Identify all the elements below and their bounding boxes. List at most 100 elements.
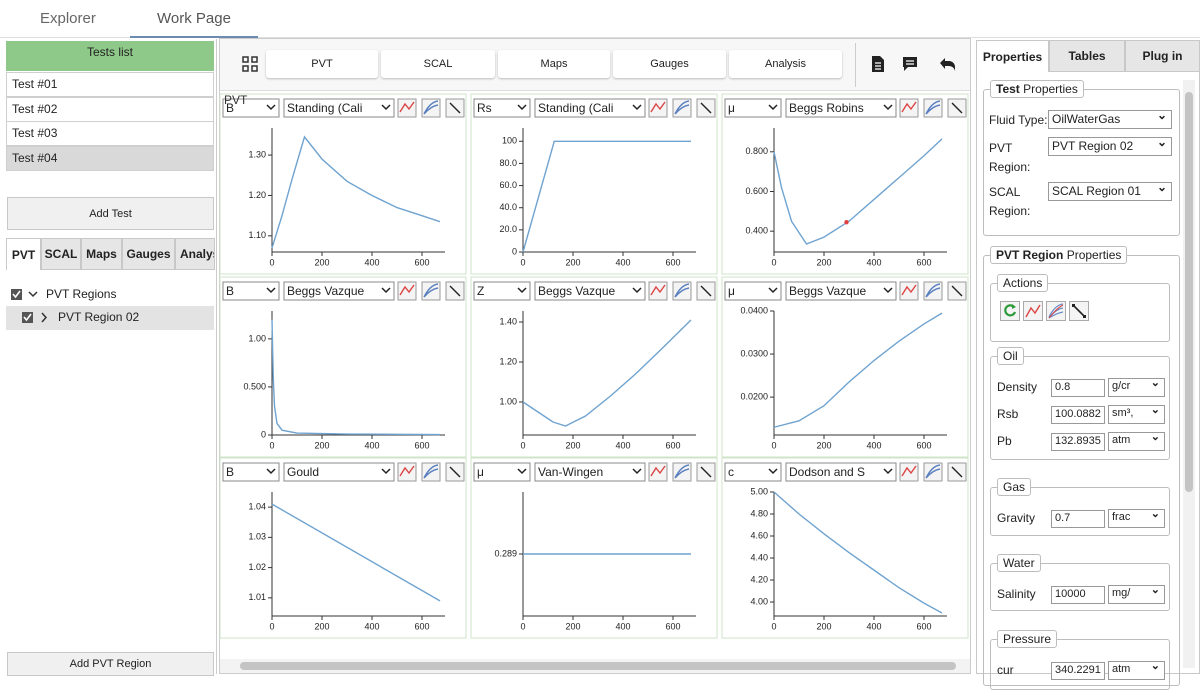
select[interactable]: atm [1108,432,1165,451]
test-row[interactable]: Test #01 [6,72,214,97]
plot-tool-glyph [650,101,666,113]
input[interactable]: 0.7 [1051,510,1105,528]
select[interactable]: g/cr [1108,378,1165,397]
input[interactable]: 100.0882 [1051,406,1105,424]
input[interactable]: 340.2291 [1051,662,1105,680]
input[interactable]: 0.8 [1051,379,1105,397]
plot-tool[interactable] [648,281,668,301]
undo-icon[interactable] [940,58,955,71]
right-tab[interactable]: Tables [1049,40,1125,72]
x-tick-label: 200 [816,621,831,631]
scroll-thumb[interactable] [240,662,956,670]
toolbar-button[interactable]: SCAL [381,50,495,78]
top-bar: Explorer Work Page [0,0,1200,38]
x-tick-label: 0 [771,621,776,631]
tree-item[interactable]: PVT Regions [46,287,117,301]
add-test-button[interactable]: Add Test [7,197,214,230]
tab-active[interactable] [130,0,258,38]
plot-tool[interactable] [899,98,919,118]
toolbar-button[interactable]: Maps [498,50,610,78]
field-label: Salinity [997,587,1036,601]
left-tab[interactable]: PVT [6,238,41,270]
dropdown-text: B [226,284,234,298]
dropdown[interactable] [473,281,531,301]
y-tick-label: 0.289 [494,548,517,558]
tree-item[interactable]: PVT Region 02 [58,310,140,324]
select[interactable]: OilWaterGas [1048,110,1172,129]
dropdown[interactable] [222,462,280,482]
select[interactable]: sm³, [1108,405,1165,424]
dropdown[interactable] [534,462,646,482]
plot-tool[interactable] [899,462,919,482]
y-tick-label: 1.40 [499,316,517,326]
dropdown[interactable] [534,281,646,301]
dropdown[interactable] [724,281,782,301]
select[interactable]: mg/ [1108,585,1165,604]
y-tick-label: 0 [512,246,517,256]
dropdown[interactable] [222,281,280,301]
dropdown[interactable] [724,98,782,118]
plot-tool[interactable] [648,462,668,482]
v-scrollbar[interactable] [1183,80,1195,668]
plot-grid: B Standing (Cali 1.10 1.20 1.30 0 200 400 600 Rs S… [219,93,969,639]
plot-tool[interactable] [397,281,417,301]
plot-tool-glyph [951,102,963,114]
grid-icon[interactable] [242,56,258,72]
tab[interactable]: Explorer [40,10,96,27]
dropdown[interactable] [473,462,531,482]
dropdown[interactable] [785,98,897,118]
h-scrollbar[interactable] [220,659,970,673]
select[interactable]: PVT Region 02 [1048,137,1172,156]
plot-tool-glyph [399,465,415,477]
dropdown[interactable] [785,462,897,482]
plot-tool-glyph [399,284,415,296]
left-tab[interactable]: SCAL [41,238,81,270]
plot-tool[interactable] [397,98,417,118]
legend: Actions [997,274,1049,292]
dropdown[interactable] [534,98,646,118]
y-tick-label: 1.20 [499,356,517,366]
select[interactable]: SCAL Region 01 [1048,182,1172,201]
x-tick-label: 200 [314,440,329,450]
x-tick-label: 600 [665,440,680,450]
check [23,313,32,322]
y-tick-label: 60.0 [499,180,517,190]
plot-tool[interactable] [899,281,919,301]
dropdown[interactable] [473,98,531,118]
scroll-thumb[interactable] [1185,92,1193,492]
dropdown[interactable] [283,98,395,118]
group: Oil [990,347,1170,460]
plot-tool[interactable] [648,98,668,118]
left-tab[interactable]: Maps [81,238,122,270]
plot-tool[interactable] [397,462,417,482]
dropdown[interactable] [283,462,395,482]
tree-toggle[interactable] [10,288,44,302]
dropdown[interactable] [785,281,897,301]
tree-toggle[interactable] [21,311,55,325]
document-icon[interactable] [872,56,884,72]
plot-tool-glyph [423,464,439,479]
tab[interactable]: Work Page [157,10,231,27]
curve [773,312,943,428]
tree-row-selected[interactable] [6,306,214,330]
x-tick-label: 200 [314,257,329,267]
input[interactable]: 132.8935 [1051,433,1105,451]
dropdown[interactable] [222,98,280,118]
input[interactable]: 10000 [1051,586,1105,604]
toolbar-button[interactable]: PVT [266,50,378,78]
test-row[interactable]: Test #03 [6,121,214,146]
toolbar-button[interactable]: Analysis [729,50,842,78]
select[interactable]: atm [1108,661,1165,680]
left-tab[interactable]: Analys [175,238,215,270]
dropdown[interactable] [724,462,782,482]
toolbar-button[interactable]: Gauges [613,50,726,78]
dropdown[interactable] [283,281,395,301]
right-tab[interactable]: Plug in [1125,40,1200,72]
test-properties: Test Properties [983,80,1180,236]
select[interactable]: frac [1108,509,1165,528]
field-label: Fluid Type: [989,113,1048,127]
left-tab[interactable]: Gauges [122,238,175,270]
test-row-selected[interactable]: Test #04 [6,146,214,171]
y-tick-label: 80.0 [499,158,517,168]
right-tab[interactable]: Properties [976,40,1049,72]
